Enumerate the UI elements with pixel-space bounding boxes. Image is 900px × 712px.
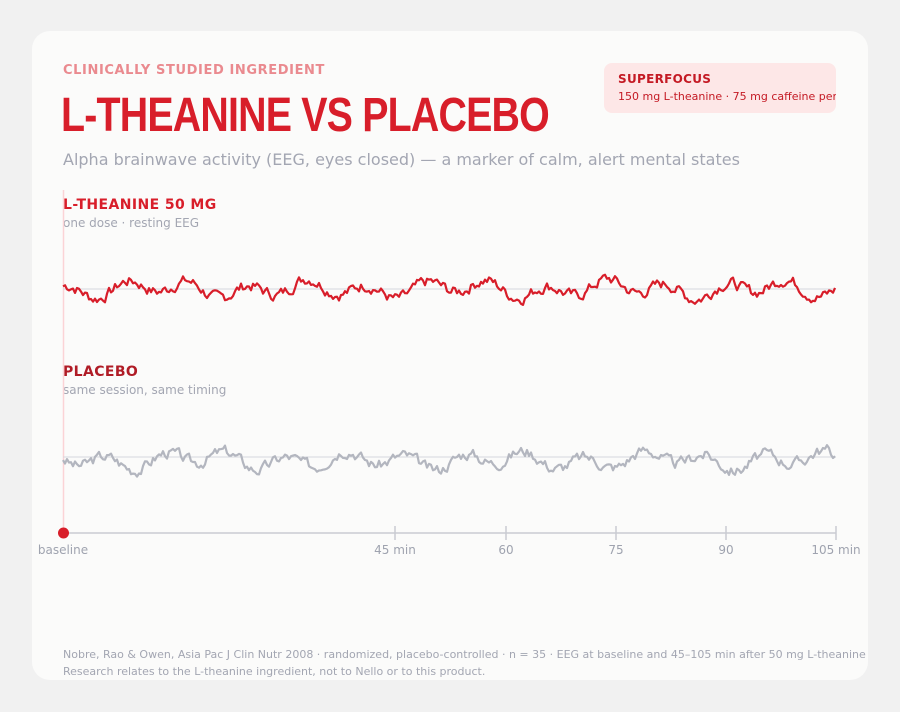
x-tick-label: 60 (498, 543, 513, 557)
x-tick-label: baseline (38, 543, 88, 557)
x-tick-label: 75 (608, 543, 623, 557)
placebo-series-sub: same session, same timing (63, 383, 227, 397)
x-tick-label: 90 (718, 543, 733, 557)
brand-detail: 150 mg L-theanine · 75 mg caffeine per s… (618, 90, 836, 103)
placebo-eeg-line (62, 444, 836, 478)
theanine-series-sub: one dose · resting EEG (63, 216, 200, 230)
brand-callout: SUPERFOCUS 150 mg L-theanine · 75 mg caf… (604, 63, 836, 113)
eyebrow-label: CLINICALLY STUDIED INGREDIENT (63, 63, 326, 78)
page-subtitle: Alpha brainwave activity (EEG, eyes clos… (63, 150, 740, 169)
chart-card (32, 31, 868, 680)
x-tick-label: 105 min (811, 543, 860, 557)
theanine-eeg-line (62, 273, 837, 306)
x-tick-label: 45 min (374, 543, 416, 557)
baseline-marker (58, 527, 69, 539)
page-title: L-THEANINE VS PLACEBO (61, 89, 550, 142)
footer-citation: Nobre, Rao & Owen, Asia Pac J Clin Nutr … (63, 648, 866, 661)
theanine-series-label: L-THEANINE 50 MG (63, 197, 217, 213)
brand-name: SUPERFOCUS (618, 72, 712, 86)
footer-disclaimer: Research relates to the L-theanine ingre… (63, 665, 486, 678)
placebo-series-label: PLACEBO (63, 364, 139, 380)
